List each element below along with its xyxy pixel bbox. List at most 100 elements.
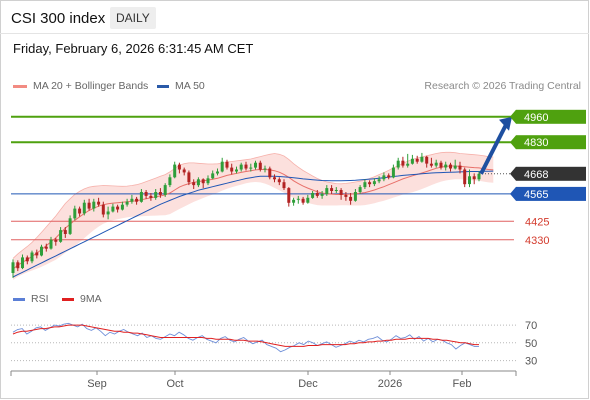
candle-body bbox=[425, 156, 429, 164]
candle-body bbox=[439, 162, 443, 168]
level-tag-4830-label: 4830 bbox=[524, 137, 548, 149]
candle-body bbox=[82, 202, 86, 214]
candle-body bbox=[311, 193, 315, 198]
candle-body bbox=[211, 173, 215, 179]
candle-body bbox=[44, 246, 48, 249]
legend-9ma: 9MA bbox=[62, 293, 102, 305]
candle-body bbox=[244, 164, 248, 169]
candle-body bbox=[168, 177, 172, 186]
candle-body bbox=[372, 181, 376, 185]
candle-body bbox=[92, 201, 96, 209]
current-price-tag: 4668 bbox=[510, 166, 586, 181]
legend-bollinger: MA 20 + Bollinger Bands bbox=[13, 80, 148, 92]
level-tag-4960-box bbox=[516, 109, 586, 124]
candle-body bbox=[254, 162, 257, 168]
candle-body bbox=[220, 161, 224, 172]
level-tag-4830: 4830 bbox=[510, 135, 586, 150]
candle-body bbox=[21, 257, 24, 269]
period-button[interactable]: DAILY bbox=[110, 7, 156, 29]
candle-body bbox=[263, 168, 267, 170]
candle-body bbox=[330, 188, 334, 191]
candle-body bbox=[54, 239, 58, 242]
timestamp: Friday, February 6, 2026 6:31:45 AM CET bbox=[13, 41, 254, 56]
candle-body bbox=[273, 177, 276, 180]
candle-body bbox=[296, 198, 300, 200]
candle-body bbox=[139, 192, 143, 202]
candle-body bbox=[334, 190, 338, 191]
candle-body bbox=[225, 161, 229, 168]
rsi-line bbox=[12, 322, 479, 353]
level-tag-4830-pointer bbox=[510, 135, 516, 150]
candle-body bbox=[420, 156, 424, 162]
candle-body bbox=[116, 206, 120, 210]
candle-body bbox=[239, 164, 243, 170]
candle-body bbox=[149, 195, 153, 198]
candle-body bbox=[235, 169, 238, 172]
candle-body bbox=[87, 202, 91, 209]
candle-body bbox=[349, 196, 353, 201]
legend-label-ma50: MA 50 bbox=[175, 80, 205, 92]
rsi-tick-label: 30 bbox=[525, 356, 537, 368]
legend-swatch-rsi bbox=[13, 297, 25, 301]
candle-body bbox=[216, 171, 219, 174]
candle-body bbox=[315, 193, 319, 196]
candle-body bbox=[187, 172, 191, 183]
level-label-4330: 4330 bbox=[525, 235, 549, 247]
credit-text: Research © 2026 Trading Central bbox=[424, 80, 581, 92]
candle-body bbox=[177, 164, 181, 170]
ma20-line bbox=[12, 165, 494, 270]
candle-body bbox=[25, 257, 29, 262]
candle-body bbox=[173, 164, 177, 178]
legend-swatch-ma50 bbox=[157, 84, 169, 88]
forecast-arrow-head bbox=[499, 116, 512, 131]
candle-body bbox=[339, 190, 343, 195]
candle-body bbox=[401, 160, 405, 166]
candle-body bbox=[477, 173, 481, 180]
candle-body bbox=[268, 168, 272, 178]
current-price-tag-label: 4668 bbox=[524, 169, 548, 181]
level-tag-4960: 4960 bbox=[510, 109, 586, 124]
x-tick-label: Sep bbox=[87, 378, 107, 390]
level-tag-4960-pointer bbox=[510, 109, 516, 124]
candle-body bbox=[16, 262, 20, 269]
candle-body bbox=[458, 165, 462, 170]
x-tick-label: Dec bbox=[298, 378, 318, 390]
candle-body bbox=[444, 164, 448, 168]
rsi-tick-label: 50 bbox=[525, 338, 537, 350]
candle-body bbox=[106, 211, 110, 215]
candle-body bbox=[391, 167, 395, 178]
candle-body bbox=[158, 192, 162, 195]
candle-body bbox=[249, 167, 253, 169]
x-tick-label: Oct bbox=[166, 378, 183, 390]
candle-body bbox=[306, 197, 310, 203]
rsi-tick-label: 70 bbox=[525, 320, 537, 332]
candle-body bbox=[320, 193, 324, 196]
candle-body bbox=[120, 204, 124, 210]
candle-body bbox=[377, 179, 381, 182]
candle-body bbox=[11, 262, 15, 273]
candle-body bbox=[453, 165, 457, 169]
level-tag-4565: 4565 bbox=[510, 186, 586, 201]
candle-body bbox=[196, 179, 200, 186]
candle-body bbox=[192, 182, 196, 186]
candle-body bbox=[387, 175, 391, 178]
candle-body bbox=[135, 198, 139, 202]
candle-body bbox=[449, 164, 452, 169]
candle-body bbox=[415, 158, 419, 162]
candle-body bbox=[368, 182, 372, 185]
candle-body bbox=[301, 198, 305, 203]
ma50-line bbox=[12, 170, 494, 278]
candle-body bbox=[206, 178, 210, 184]
candle-body bbox=[382, 175, 386, 180]
candle-body bbox=[434, 162, 438, 166]
legend-rsi: RSI bbox=[13, 293, 49, 305]
legend-label-9ma: 9MA bbox=[80, 293, 102, 305]
candle-body bbox=[30, 252, 34, 262]
candle-body bbox=[353, 192, 357, 201]
level-tag-4960-label: 4960 bbox=[524, 112, 548, 124]
level-tag-4830-box bbox=[516, 135, 586, 150]
candle-body bbox=[325, 188, 329, 194]
candle-body bbox=[63, 230, 67, 234]
